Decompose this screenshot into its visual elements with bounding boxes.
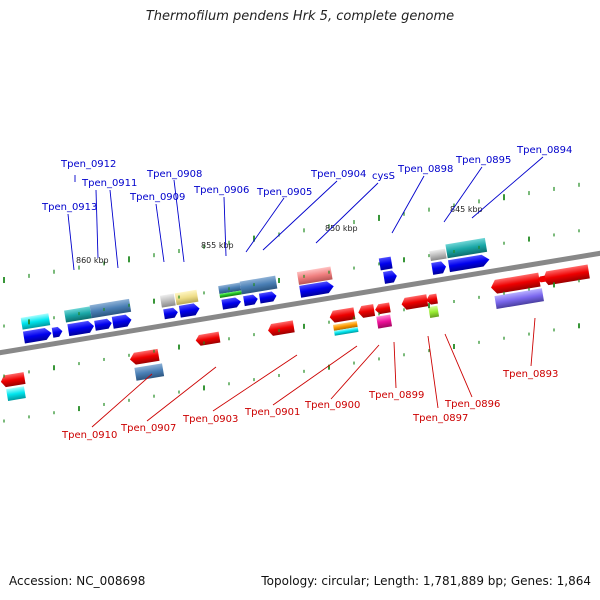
gene-tpen-0907-class (134, 363, 165, 381)
gene-tpen-0900-class (333, 320, 358, 331)
label-tpen-0907: Tpen_0907 (120, 423, 176, 434)
label-tpen-0911: Tpen_0911 (81, 178, 137, 189)
gene-tpen-0909-class (159, 293, 176, 308)
gene-tpen-0908-class (174, 289, 199, 306)
gene-tpen-0912 (67, 320, 94, 337)
gene-tpen-0905 (258, 291, 277, 304)
gene-tpen-0895-class (429, 248, 447, 262)
scale-label-845: 845 kbp (450, 205, 483, 214)
gene-tpen-0903 (195, 331, 221, 346)
gene-tpen-0894 (448, 254, 490, 273)
label-tpen-0905: Tpen_0905 (256, 187, 312, 198)
scale-label-860: 860 kbp (76, 256, 109, 265)
gene-tpen-0893-class (494, 288, 544, 309)
gene-tpen-0900-class-b (334, 326, 359, 336)
gene-tpen-0896-class (428, 305, 440, 318)
forward-genes (20, 237, 490, 344)
gene-tpen-0906-class (218, 282, 242, 295)
gene-tpen-0894-class (445, 237, 488, 259)
gene-tpen-0905-class (239, 275, 278, 295)
label-tpen-0912: Tpen_0912 (60, 159, 116, 170)
gene-tpen-0893 (491, 272, 541, 294)
gene-tpen-0910 (0, 372, 26, 388)
genome-backbone (0, 241, 600, 365)
gene-tpen-0910-class (6, 386, 26, 401)
gene-tpen-0899 (358, 304, 376, 318)
scale-labels: 860 kbp 855 kbp 850 kbp 845 kbp (76, 205, 483, 265)
genome-summary-text: Topology: circular; Length: 1,781,889 bp… (261, 574, 591, 588)
label-tpen-0903: Tpen_0903 (182, 414, 238, 425)
gene-tpen-0897 (401, 294, 429, 310)
gene-tpen-0907 (129, 348, 160, 365)
gene-tpen-0895 (431, 261, 447, 275)
gene-tpen-0908 (178, 303, 200, 318)
label-tpen-0904: Tpen_0904 (310, 169, 366, 180)
gene-tpen-0904-class (296, 266, 333, 285)
gene-tpen-0906-b (243, 294, 258, 307)
reverse-callout-lines (91, 317, 536, 428)
gene-tpen-0911-class (89, 298, 132, 319)
gene-tpen-0904 (299, 281, 334, 298)
gene-tpen-0912-class (64, 306, 92, 323)
gene-tpen-0911 (94, 318, 112, 331)
label-tpen-0908: Tpen_0908 (146, 169, 202, 180)
forward-labels: Tpen_0912 Tpen_0911 Tpen_0913 Tpen_0909 … (41, 145, 572, 213)
accession-text: Accession: NC_008698 (9, 574, 146, 588)
label-tpen-0893: Tpen_0893 (502, 369, 558, 380)
genome-title: Thermofilum pendens Hrk 5, complete geno… (145, 9, 455, 24)
label-tpen-0896: Tpen_0896 (444, 399, 500, 410)
gene-tpen-0906 (221, 297, 241, 310)
gene-tpen-0896 (426, 293, 438, 305)
label-tpen-0909: Tpen_0909 (129, 192, 185, 203)
gene-tpen-0906-class-b (219, 290, 242, 298)
label-tpen-0895: Tpen_0895 (455, 155, 511, 166)
gene-tpen-0909 (163, 307, 178, 320)
label-tpen-0913: Tpen_0913 (41, 202, 97, 213)
label-tpen-0898: Tpen_0898 (397, 164, 453, 175)
gene-tpen-0913 (22, 328, 52, 344)
label-tpen-0899: Tpen_0899 (368, 390, 424, 401)
gene-tpen-0911-b (111, 314, 132, 329)
gene-cyss (383, 270, 397, 284)
scale-label-855: 855 kbp (201, 241, 234, 250)
label-tpen-0897: Tpen_0897 (412, 413, 468, 424)
label-tpen-0910: Tpen_0910 (61, 430, 117, 441)
label-cyss: cysS (372, 171, 395, 182)
gene-tpen-0899-b (375, 302, 391, 315)
label-tpen-0894: Tpen_0894 (516, 145, 572, 156)
gene-tpen-0900 (329, 307, 356, 323)
reverse-labels: Tpen_0910 Tpen_0907 Tpen_0903 Tpen_0901 … (61, 369, 558, 441)
label-tpen-0901: Tpen_0901 (244, 407, 300, 418)
gene-tpen-0899-class (376, 314, 393, 329)
gene-tpen-0901 (268, 320, 295, 336)
gene-tpen-0913-b (51, 326, 63, 338)
scale-label-850: 850 kbp (325, 224, 358, 233)
label-tpen-0906: Tpen_0906 (193, 185, 249, 196)
gene-tpen-0898 (378, 256, 393, 271)
gene-tpen-0892-b (537, 275, 546, 283)
reverse-genes (0, 264, 590, 401)
gene-tpen-0892 (543, 264, 590, 286)
forward-callout-lines (67, 156, 544, 271)
gene-tpen-0913-class (20, 313, 51, 330)
label-tpen-0900: Tpen_0900 (304, 400, 360, 411)
